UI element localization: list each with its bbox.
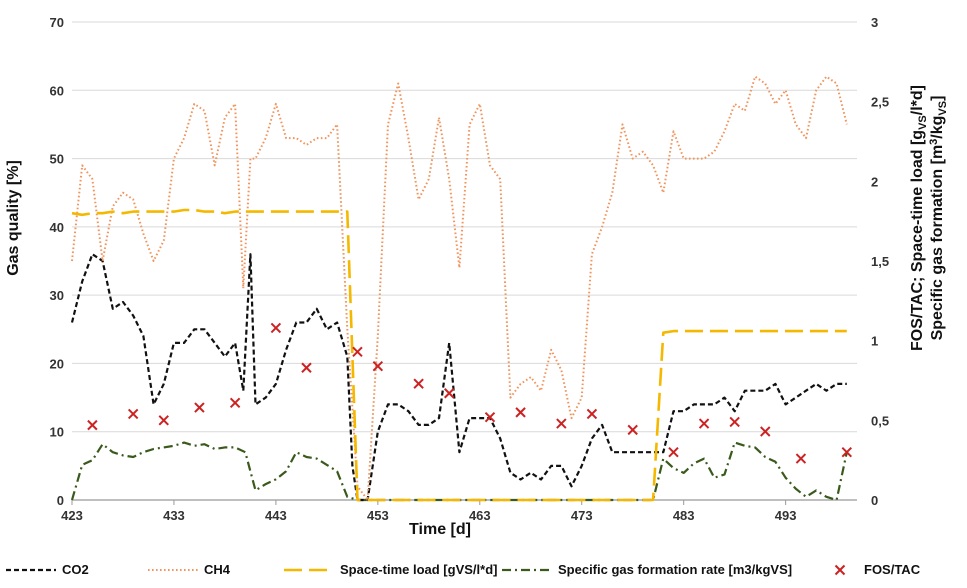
legend-label: Space-time load [gVS/l*d] — [340, 562, 497, 577]
left-tick-label: 10 — [50, 425, 64, 440]
series-fos-tac — [87, 322, 853, 464]
fos-tac-marker — [352, 346, 363, 358]
left-axis-title: Gas quality [%] — [5, 160, 22, 276]
gridlines — [72, 21, 857, 433]
legend-label: FOS/TAC — [864, 562, 921, 577]
series-co2-line — [70, 253, 847, 502]
fos-tac-marker — [698, 418, 710, 429]
left-tick-label: 60 — [50, 83, 64, 98]
left-tick-label: 70 — [50, 15, 64, 30]
right-tick-label: 0,5 — [871, 413, 889, 428]
right-axis-title-2: Specific gas formation [m3/kgVS] — [928, 96, 949, 341]
right-axis-title-1: FOS/TAC; Space-time load [gVS/l*d] — [909, 85, 929, 351]
fos-tac-marker — [760, 426, 771, 437]
fos-tac-marker — [270, 322, 282, 334]
fos-tac-marker — [87, 419, 98, 431]
fos-tac-marker — [127, 408, 139, 420]
fos-tac-marker — [372, 360, 384, 372]
left-tick-label: 50 — [50, 152, 64, 167]
legend-item: CO2 — [6, 562, 89, 577]
legend-label: Specific gas formation rate [m3/kgVS] — [558, 562, 792, 577]
left-tick-label: 30 — [50, 288, 64, 303]
fos-tac-marker — [556, 418, 567, 429]
x-tick-label: 493 — [775, 508, 797, 523]
fos-tac-marker — [229, 397, 241, 409]
x-tick-label: 443 — [265, 508, 287, 523]
right-tick-label: 2 — [871, 174, 878, 189]
fos-tac-marker — [795, 453, 807, 464]
series-ch4-line — [71, 75, 848, 501]
x-tick-label: 483 — [673, 508, 695, 523]
fos-tac-marker — [158, 415, 169, 426]
legend-label: CO2 — [62, 562, 89, 577]
legend-item: Space-time load [gVS/l*d] — [284, 562, 497, 577]
right-tick-label: 0 — [871, 493, 878, 508]
legend-item: FOS/TAC — [834, 562, 921, 577]
x-tick-label: 453 — [367, 508, 389, 523]
left-tick-label: 40 — [50, 220, 64, 235]
x-tick-label: 433 — [163, 508, 185, 523]
series-specific-gas-formation-rate-m3-kgvs-line — [70, 441, 848, 502]
x-tick-label: 463 — [469, 508, 491, 523]
left-axis-ticks: 0 10 20 30 40 50 60 70 — [50, 15, 64, 508]
series-space-time-load-gvs-l-d-line — [71, 208, 847, 502]
left-tick-label: 20 — [50, 356, 64, 371]
fos-tac-marker — [484, 411, 496, 423]
right-tick-label: 1,5 — [871, 254, 889, 269]
x-axis-ticks: 423 433 443 453 463 473 483 493 — [61, 500, 796, 523]
fos-tac-marker — [194, 402, 205, 413]
x-tick-label: 423 — [61, 508, 83, 523]
x-axis-title: Time [d] — [409, 521, 471, 538]
fos-tac-marker — [413, 378, 424, 389]
fos-tac-marker — [301, 362, 312, 373]
fos-tac-marker — [444, 388, 455, 399]
legend-item: CH4 — [148, 562, 231, 577]
right-axis-ticks: 0 0,5 1 1,5 2 2,5 3 — [871, 15, 889, 508]
legend-symbol — [834, 564, 846, 576]
legend-label: CH4 — [204, 562, 231, 577]
fos-tac-marker — [841, 446, 853, 458]
right-tick-label: 1 — [871, 334, 878, 349]
right-tick-label: 2,5 — [871, 95, 889, 110]
fos-tac-marker — [668, 446, 679, 458]
fos-tac-marker — [586, 408, 598, 420]
legend: CO2 CH4 Space-time load [gVS/l*d] Specific … — [6, 562, 921, 577]
fos-tac-marker — [729, 416, 740, 428]
fos-tac-marker — [627, 424, 638, 436]
left-tick-label: 0 — [57, 493, 64, 508]
legend-item: Specific gas formation rate [m3/kgVS] — [502, 562, 792, 577]
x-tick-label: 473 — [571, 508, 593, 523]
fos-tac-marker — [515, 407, 526, 418]
right-tick-label: 3 — [871, 15, 878, 30]
series-layer — [70, 75, 853, 502]
